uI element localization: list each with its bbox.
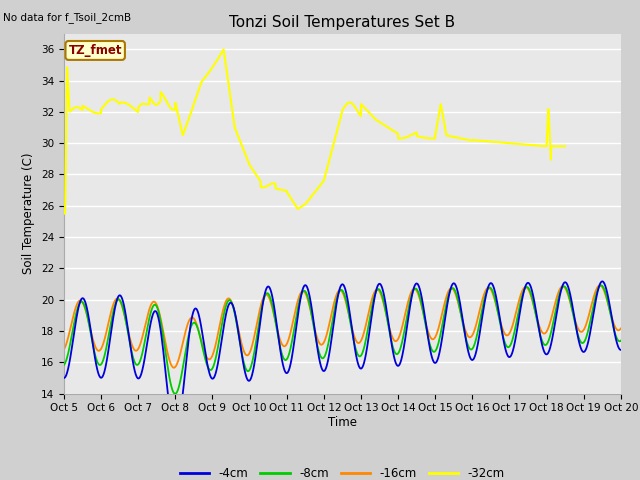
- Y-axis label: Soil Temperature (C): Soil Temperature (C): [22, 153, 35, 275]
- Legend: -4cm, -8cm, -16cm, -32cm: -4cm, -8cm, -16cm, -32cm: [175, 462, 509, 480]
- Title: Tonzi Soil Temperatures Set B: Tonzi Soil Temperatures Set B: [229, 15, 456, 30]
- X-axis label: Time: Time: [328, 416, 357, 429]
- Text: TZ_fmet: TZ_fmet: [68, 44, 122, 57]
- Text: No data for f_Tsoil_2cmB: No data for f_Tsoil_2cmB: [3, 12, 131, 23]
